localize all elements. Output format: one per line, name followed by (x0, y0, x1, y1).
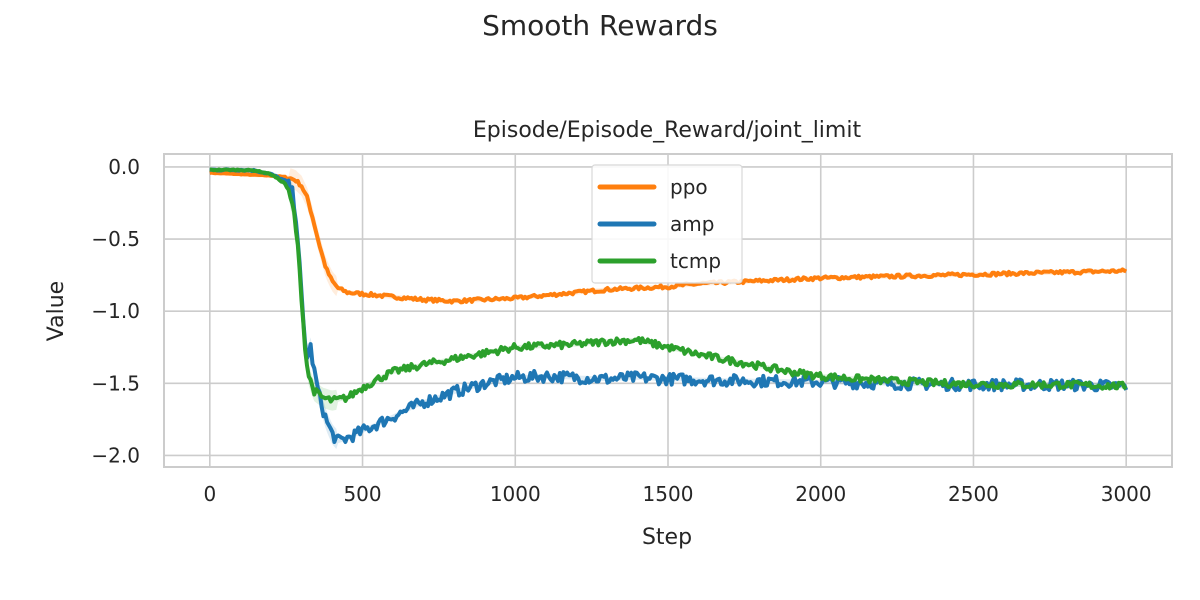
y-axis-label: Value (44, 281, 69, 341)
y-axis-ticks: 0.0 −0.5 −1.0 −1.5 −2.0 (91, 155, 140, 467)
band-ppo (209, 168, 1127, 304)
figure-title: Smooth Rewards (482, 9, 718, 42)
y-tick-label: −2.0 (91, 443, 140, 467)
x-axis-ticks: 0 500 1000 1500 2000 2500 3000 (203, 482, 1151, 506)
y-tick-label: −1.0 (91, 299, 140, 323)
axes-title: Episode/Episode_Reward/joint_limit (473, 118, 862, 143)
series-lines (209, 167, 1129, 444)
x-tick-label: 2000 (795, 482, 846, 506)
legend: ppo amp tcmp (591, 164, 743, 284)
line-ppo (209, 170, 1128, 305)
line-tcmp (209, 167, 1128, 404)
x-tick-label: 2500 (948, 482, 999, 506)
x-tick-label: 1500 (643, 482, 694, 506)
x-tick-label: 500 (343, 482, 381, 506)
y-tick-label: −0.5 (91, 227, 140, 251)
line-amp (209, 167, 1129, 444)
x-tick-label: 1000 (490, 482, 541, 506)
plot-frame (163, 153, 1173, 468)
y-tick-label: −1.5 (91, 371, 140, 395)
x-tick-label: 0 (203, 482, 216, 506)
x-tick-label: 3000 (1101, 482, 1152, 506)
legend-label-ppo: ppo (670, 175, 708, 199)
legend-box (591, 164, 743, 284)
legend-label-tcmp: tcmp (670, 249, 721, 273)
legend-label-amp: amp (670, 212, 714, 236)
y-tick-label: 0.0 (108, 155, 140, 179)
x-axis-label: Step (642, 525, 692, 550)
